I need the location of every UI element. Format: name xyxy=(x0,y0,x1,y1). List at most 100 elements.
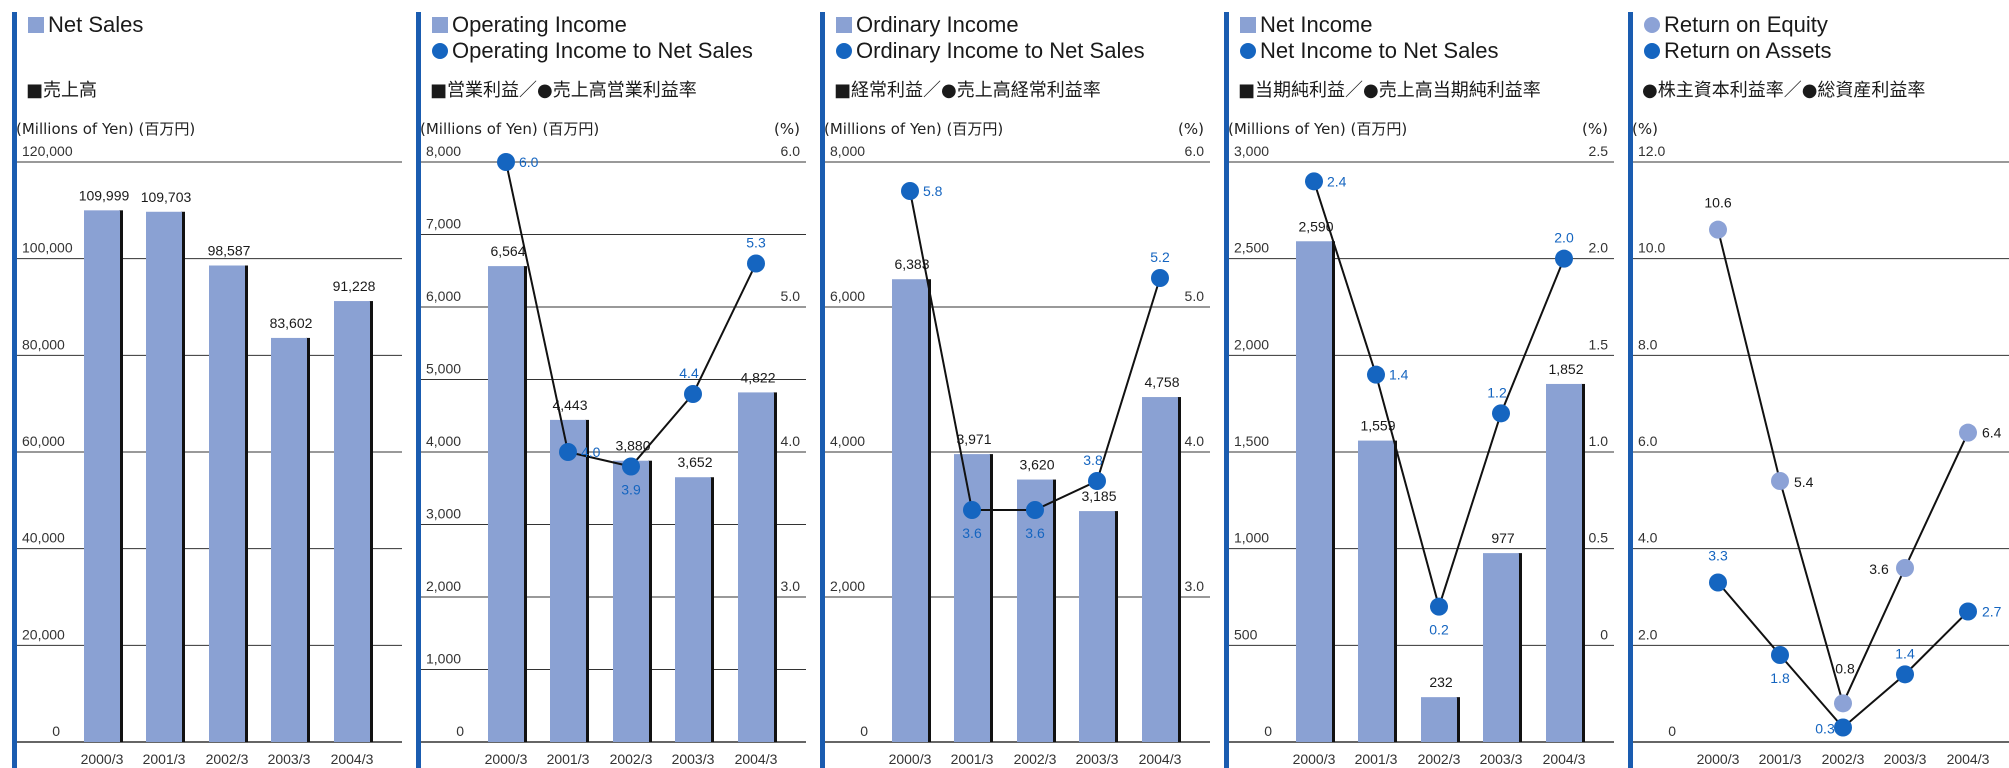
bar-value-label: 4,822 xyxy=(740,369,775,385)
bar xyxy=(1421,697,1457,742)
y-tick-label: 2.0 xyxy=(1638,626,1658,642)
bar-value-label: 1,559 xyxy=(1360,418,1395,434)
bar-shadow xyxy=(710,477,714,742)
y-tick-label: 8.0 xyxy=(1638,336,1658,352)
x-tick-label: 2004/3 xyxy=(1139,751,1182,767)
x-tick-label: 2002/3 xyxy=(1014,751,1057,767)
ratio-point-label: 5.8 xyxy=(923,183,943,199)
bar-value-label: 3,185 xyxy=(1081,488,1116,504)
x-tick-label: 2004/3 xyxy=(1543,751,1586,767)
x-tick-label: 2001/3 xyxy=(1759,751,1802,767)
bar xyxy=(613,460,649,742)
x-tick-label: 2000/3 xyxy=(1697,751,1740,767)
y2-tick-label: 1.0 xyxy=(1589,433,1609,449)
legend-circle-icon xyxy=(836,43,852,59)
bar xyxy=(1358,440,1394,742)
legend-label: Net Income to Net Sales xyxy=(1260,38,1498,63)
bar-value-label: 4,758 xyxy=(1144,374,1179,390)
y2-tick-label: 4.0 xyxy=(1185,433,1205,449)
y-tick-label: 80,000 xyxy=(22,336,65,352)
y-tick-label: 6,000 xyxy=(426,288,461,304)
x-tick-label: 2000/3 xyxy=(485,751,528,767)
bar-shadow xyxy=(119,210,123,743)
bar-shadow xyxy=(1393,440,1397,742)
bar-value-label: 2,590 xyxy=(1298,218,1333,234)
x-tick-label: 2000/3 xyxy=(81,751,124,767)
y-tick-label: 4,000 xyxy=(426,433,461,449)
panel-accent-stripe xyxy=(820,12,825,768)
y-tick-label: 0 xyxy=(860,723,868,739)
bar-value-label: 109,999 xyxy=(79,187,130,203)
y-tick-label: 0 xyxy=(456,723,464,739)
y-tick-label: 0 xyxy=(52,723,60,739)
unit-left-label: (Millions of Yen) (百万円) xyxy=(1228,120,1407,138)
legend-circle-icon xyxy=(1644,43,1660,59)
ratio-point-label: 2.0 xyxy=(1554,230,1574,246)
bar-shadow xyxy=(585,419,589,742)
unit-right-label: (%) xyxy=(1178,120,1204,138)
bar xyxy=(84,210,120,743)
y-tick-label: 5,000 xyxy=(426,361,461,377)
bar-shadow xyxy=(523,266,527,742)
bar-shadow xyxy=(927,279,931,742)
y-tick-label: 2,000 xyxy=(1234,336,1269,352)
bar-value-label: 977 xyxy=(1491,530,1515,546)
legend-label: Ordinary Income to Net Sales xyxy=(856,38,1145,63)
y2-tick-label: 2.0 xyxy=(1589,240,1609,256)
y-tick-label: 0 xyxy=(1668,723,1676,739)
legend-circle-icon xyxy=(1240,43,1256,59)
y-tick-label: 3,000 xyxy=(426,506,461,522)
panel-accent-stripe xyxy=(1224,12,1229,768)
ratio-point-label: 3.8 xyxy=(1083,452,1103,468)
bar xyxy=(1546,383,1582,742)
y-tick-label: 2,000 xyxy=(426,578,461,594)
ratio-point-label: 6.0 xyxy=(519,154,539,170)
bar xyxy=(675,477,711,742)
x-tick-label: 2002/3 xyxy=(610,751,653,767)
unit-left-label: (Millions of Yen) (百万円) xyxy=(16,120,195,138)
panel-accent-stripe xyxy=(1628,12,1633,768)
y-tick-label: 6.0 xyxy=(1638,433,1658,449)
series-point xyxy=(1834,718,1852,737)
y2-tick-label: 2.5 xyxy=(1589,143,1609,159)
jp-title: ■経常利益／●売上高経常利益率 xyxy=(834,80,1101,101)
bar-shadow xyxy=(1177,397,1181,742)
series-point-label: 2.7 xyxy=(1982,604,2002,620)
legend-label: Return on Assets xyxy=(1664,38,1832,63)
ratio-point xyxy=(1305,172,1323,191)
y-tick-label: 4,000 xyxy=(830,433,865,449)
bar-shadow xyxy=(648,460,652,742)
ratio-point-label: 5.3 xyxy=(746,235,766,251)
bar-value-label: 6,383 xyxy=(894,256,929,272)
y2-tick-label: 3.0 xyxy=(1185,578,1205,594)
bar-value-label: 1,852 xyxy=(1548,361,1583,377)
y-tick-label: 1,000 xyxy=(426,651,461,667)
series-point xyxy=(1896,559,1914,577)
bar xyxy=(738,392,774,742)
bar xyxy=(1017,479,1053,742)
legend-square-icon xyxy=(1240,17,1256,33)
jp-title: ●株主資本利益率／●総資産利益率 xyxy=(1642,80,1925,101)
bar xyxy=(271,337,307,742)
x-tick-label: 2001/3 xyxy=(1355,751,1398,767)
bar-value-label: 3,971 xyxy=(956,431,991,447)
y-tick-label: 3,000 xyxy=(1234,143,1269,159)
x-tick-label: 2003/3 xyxy=(672,751,715,767)
x-tick-label: 2002/3 xyxy=(206,751,249,767)
bar-value-label: 3,620 xyxy=(1019,457,1054,473)
y2-tick-label: 5.0 xyxy=(1185,288,1205,304)
series-point xyxy=(1959,602,1977,621)
y2-tick-label: 3.0 xyxy=(781,578,801,594)
ratio-point xyxy=(684,385,702,403)
ratio-point-label: 3.6 xyxy=(962,525,982,541)
x-tick-label: 2004/3 xyxy=(1947,751,1990,767)
series-point-label: 6.4 xyxy=(1982,425,2002,441)
bar-value-label: 6,564 xyxy=(490,243,525,259)
series-point xyxy=(1834,694,1852,713)
x-tick-label: 2003/3 xyxy=(1480,751,1523,767)
unit-left-label: (%) xyxy=(1632,120,1658,138)
bar-shadow xyxy=(369,301,373,742)
